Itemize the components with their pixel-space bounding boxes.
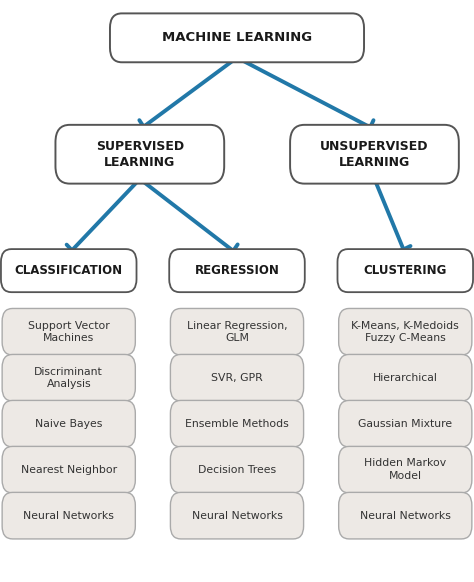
FancyBboxPatch shape <box>170 446 304 493</box>
Text: Neural Networks: Neural Networks <box>23 510 114 521</box>
Text: Hidden Markov
Model: Hidden Markov Model <box>364 459 447 481</box>
Text: CLUSTERING: CLUSTERING <box>364 264 447 277</box>
FancyBboxPatch shape <box>290 125 459 184</box>
Text: Hierarchical: Hierarchical <box>373 372 438 383</box>
Text: UNSUPERVISED
LEARNING: UNSUPERVISED LEARNING <box>320 140 428 169</box>
FancyBboxPatch shape <box>1 249 137 292</box>
FancyBboxPatch shape <box>338 354 472 401</box>
FancyBboxPatch shape <box>2 308 136 355</box>
FancyBboxPatch shape <box>2 492 136 539</box>
FancyBboxPatch shape <box>170 492 304 539</box>
Text: Gaussian Mixture: Gaussian Mixture <box>358 418 452 429</box>
FancyBboxPatch shape <box>338 492 472 539</box>
Text: Decision Trees: Decision Trees <box>198 464 276 475</box>
FancyBboxPatch shape <box>170 354 304 401</box>
FancyBboxPatch shape <box>169 249 305 292</box>
FancyBboxPatch shape <box>110 13 364 62</box>
Text: Linear Regression,
GLM: Linear Regression, GLM <box>187 321 287 343</box>
FancyBboxPatch shape <box>338 308 472 355</box>
FancyBboxPatch shape <box>2 446 136 493</box>
Text: SUPERVISED
LEARNING: SUPERVISED LEARNING <box>96 140 184 169</box>
Text: REGRESSION: REGRESSION <box>194 264 280 277</box>
Text: Neural Networks: Neural Networks <box>191 510 283 521</box>
FancyBboxPatch shape <box>337 249 473 292</box>
Text: Neural Networks: Neural Networks <box>360 510 451 521</box>
FancyBboxPatch shape <box>55 125 224 184</box>
Text: CLASSIFICATION: CLASSIFICATION <box>15 264 123 277</box>
Text: MACHINE LEARNING: MACHINE LEARNING <box>162 31 312 44</box>
Text: Support Vector
Machines: Support Vector Machines <box>28 321 109 343</box>
Text: Nearest Neighbor: Nearest Neighbor <box>21 464 117 475</box>
Text: K-Means, K-Medoids
Fuzzy C-Means: K-Means, K-Medoids Fuzzy C-Means <box>351 321 459 343</box>
FancyBboxPatch shape <box>2 354 136 401</box>
Text: SVR, GPR: SVR, GPR <box>211 372 263 383</box>
FancyBboxPatch shape <box>170 308 304 355</box>
FancyBboxPatch shape <box>338 446 472 493</box>
Text: Ensemble Methods: Ensemble Methods <box>185 418 289 429</box>
FancyBboxPatch shape <box>170 400 304 447</box>
FancyBboxPatch shape <box>2 400 136 447</box>
FancyBboxPatch shape <box>338 400 472 447</box>
Text: Discriminant
Analysis: Discriminant Analysis <box>34 367 103 389</box>
Text: Naive Bayes: Naive Bayes <box>35 418 102 429</box>
